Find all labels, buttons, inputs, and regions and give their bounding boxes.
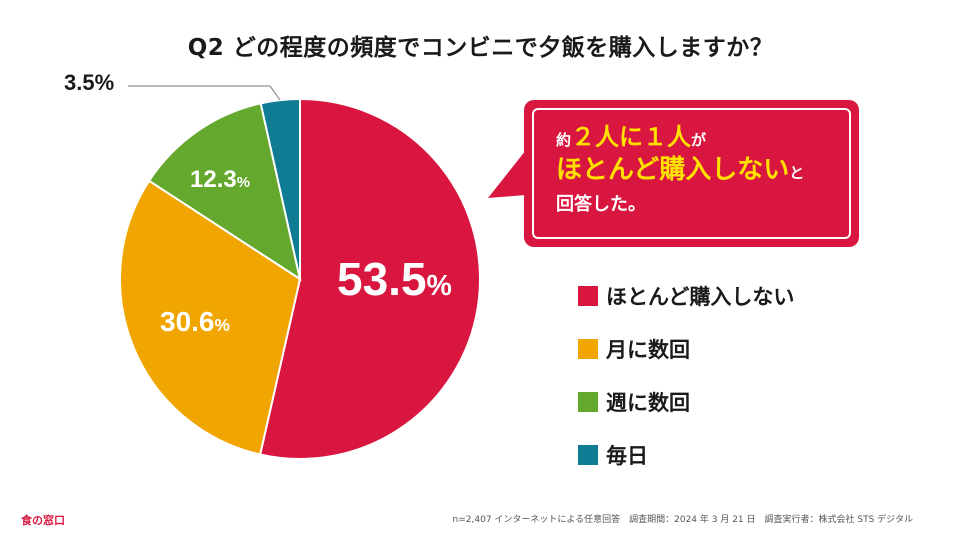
legend: ほとんど購入しない 月に数回 週に数回 毎日 xyxy=(578,283,794,495)
pie-slice-never xyxy=(258,97,481,460)
callout-box: 約２人に１人が ほとんど購入しないと 回答した。 xyxy=(524,100,859,247)
slice-label-daily: 3.5% xyxy=(64,70,115,95)
legend-label: 月に数回 xyxy=(606,338,690,362)
slice-label-monthly: 30.6% xyxy=(160,306,230,337)
legend-item-daily: 毎日 xyxy=(578,442,794,468)
brand-logo: 食の窓口 xyxy=(21,514,65,527)
legend-item-weekly: 週に数回 xyxy=(578,389,794,415)
legend-swatch-weekly xyxy=(578,392,598,412)
slice-label-weekly: 12.3% xyxy=(190,166,250,193)
legend-item-monthly: 月に数回 xyxy=(578,336,794,362)
pie-slice-monthly xyxy=(119,179,302,456)
legend-swatch-never xyxy=(578,286,598,306)
legend-swatch-daily xyxy=(578,445,598,465)
callout-pointer xyxy=(488,150,526,198)
callout-inner: 約２人に１人が ほとんど購入しないと 回答した。 xyxy=(532,108,851,239)
legend-label: 週に数回 xyxy=(606,391,690,415)
leader-line-daily xyxy=(128,85,281,101)
pie-slice-daily xyxy=(259,97,301,280)
survey-note: n=2,407 インターネットによる任意回答 調査期間：2024 年 3 月 2… xyxy=(452,515,913,525)
pie-slice-weekly xyxy=(147,102,302,282)
slice-label-never: 53.5% xyxy=(337,253,452,305)
legend-swatch-monthly xyxy=(578,339,598,359)
callout-line-2: ほとんど購入しないと xyxy=(556,155,805,185)
legend-label: ほとんど購入しない xyxy=(606,285,795,309)
callout-line-1: 約２人に１人が xyxy=(556,123,707,151)
legend-label: 毎日 xyxy=(606,444,648,468)
callout-line-3: 回答した。 xyxy=(556,194,646,215)
legend-item-never: ほとんど購入しない xyxy=(578,283,794,309)
chart-title: Q2 どの程度の頻度でコンビニで夕飯を購入しますか？ xyxy=(187,35,774,61)
